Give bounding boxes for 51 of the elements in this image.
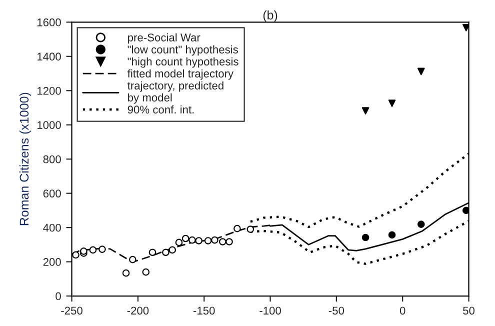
y-tick-label: 1400 <box>37 52 61 61</box>
y-tick-label: 1000 <box>37 121 61 129</box>
point <box>388 231 396 239</box>
point <box>362 107 370 114</box>
y-tick-label: 200 <box>43 258 61 266</box>
y-tick-label: 400 <box>43 224 61 232</box>
legend-label: pre-Social War <box>128 33 200 44</box>
point <box>168 246 176 254</box>
x-tick-label: -50 <box>328 306 344 315</box>
y-axis-title: Roman Citizens (x1000) <box>19 92 32 226</box>
legend-label: "low count" hypothesis <box>128 45 238 56</box>
point <box>211 236 218 244</box>
point <box>417 220 425 228</box>
point <box>182 234 190 242</box>
point <box>72 251 80 259</box>
point <box>362 234 370 242</box>
point <box>142 268 150 276</box>
point <box>388 100 396 107</box>
point <box>234 224 241 232</box>
point <box>162 248 170 256</box>
y-tick-label: 800 <box>43 155 61 164</box>
legend-label: "high count hypothesis <box>128 57 238 68</box>
point <box>98 246 106 253</box>
point <box>417 68 425 76</box>
x-tick-label: -200 <box>127 306 149 315</box>
point <box>218 238 226 246</box>
legend-label: 90% conf. int. <box>128 105 194 114</box>
point <box>462 24 469 32</box>
point <box>204 237 212 244</box>
y-tick-label: 600 <box>43 190 61 198</box>
y-tick-label: 1200 <box>37 86 61 95</box>
point <box>148 248 156 256</box>
point <box>195 237 202 244</box>
x-tick-label: 0 <box>400 306 406 315</box>
point <box>128 256 136 264</box>
y-tick-label: 0 <box>56 292 61 300</box>
legend-label: trajectory, predicted by model <box>128 81 224 104</box>
x-tick-label: -250 <box>61 306 82 315</box>
point <box>175 238 183 246</box>
chart-title: (b) <box>263 10 278 22</box>
point <box>226 238 233 246</box>
y-tick-label: 1600 <box>37 18 61 26</box>
point <box>246 226 254 233</box>
point <box>122 269 130 277</box>
point <box>462 206 469 214</box>
point <box>89 246 97 254</box>
point <box>188 236 196 244</box>
x-tick-label: 50 <box>463 306 475 315</box>
x-tick-label: -150 <box>193 306 215 315</box>
x-tick-label: -100 <box>260 306 281 315</box>
legend-label: fitted model trajectory <box>127 69 234 80</box>
